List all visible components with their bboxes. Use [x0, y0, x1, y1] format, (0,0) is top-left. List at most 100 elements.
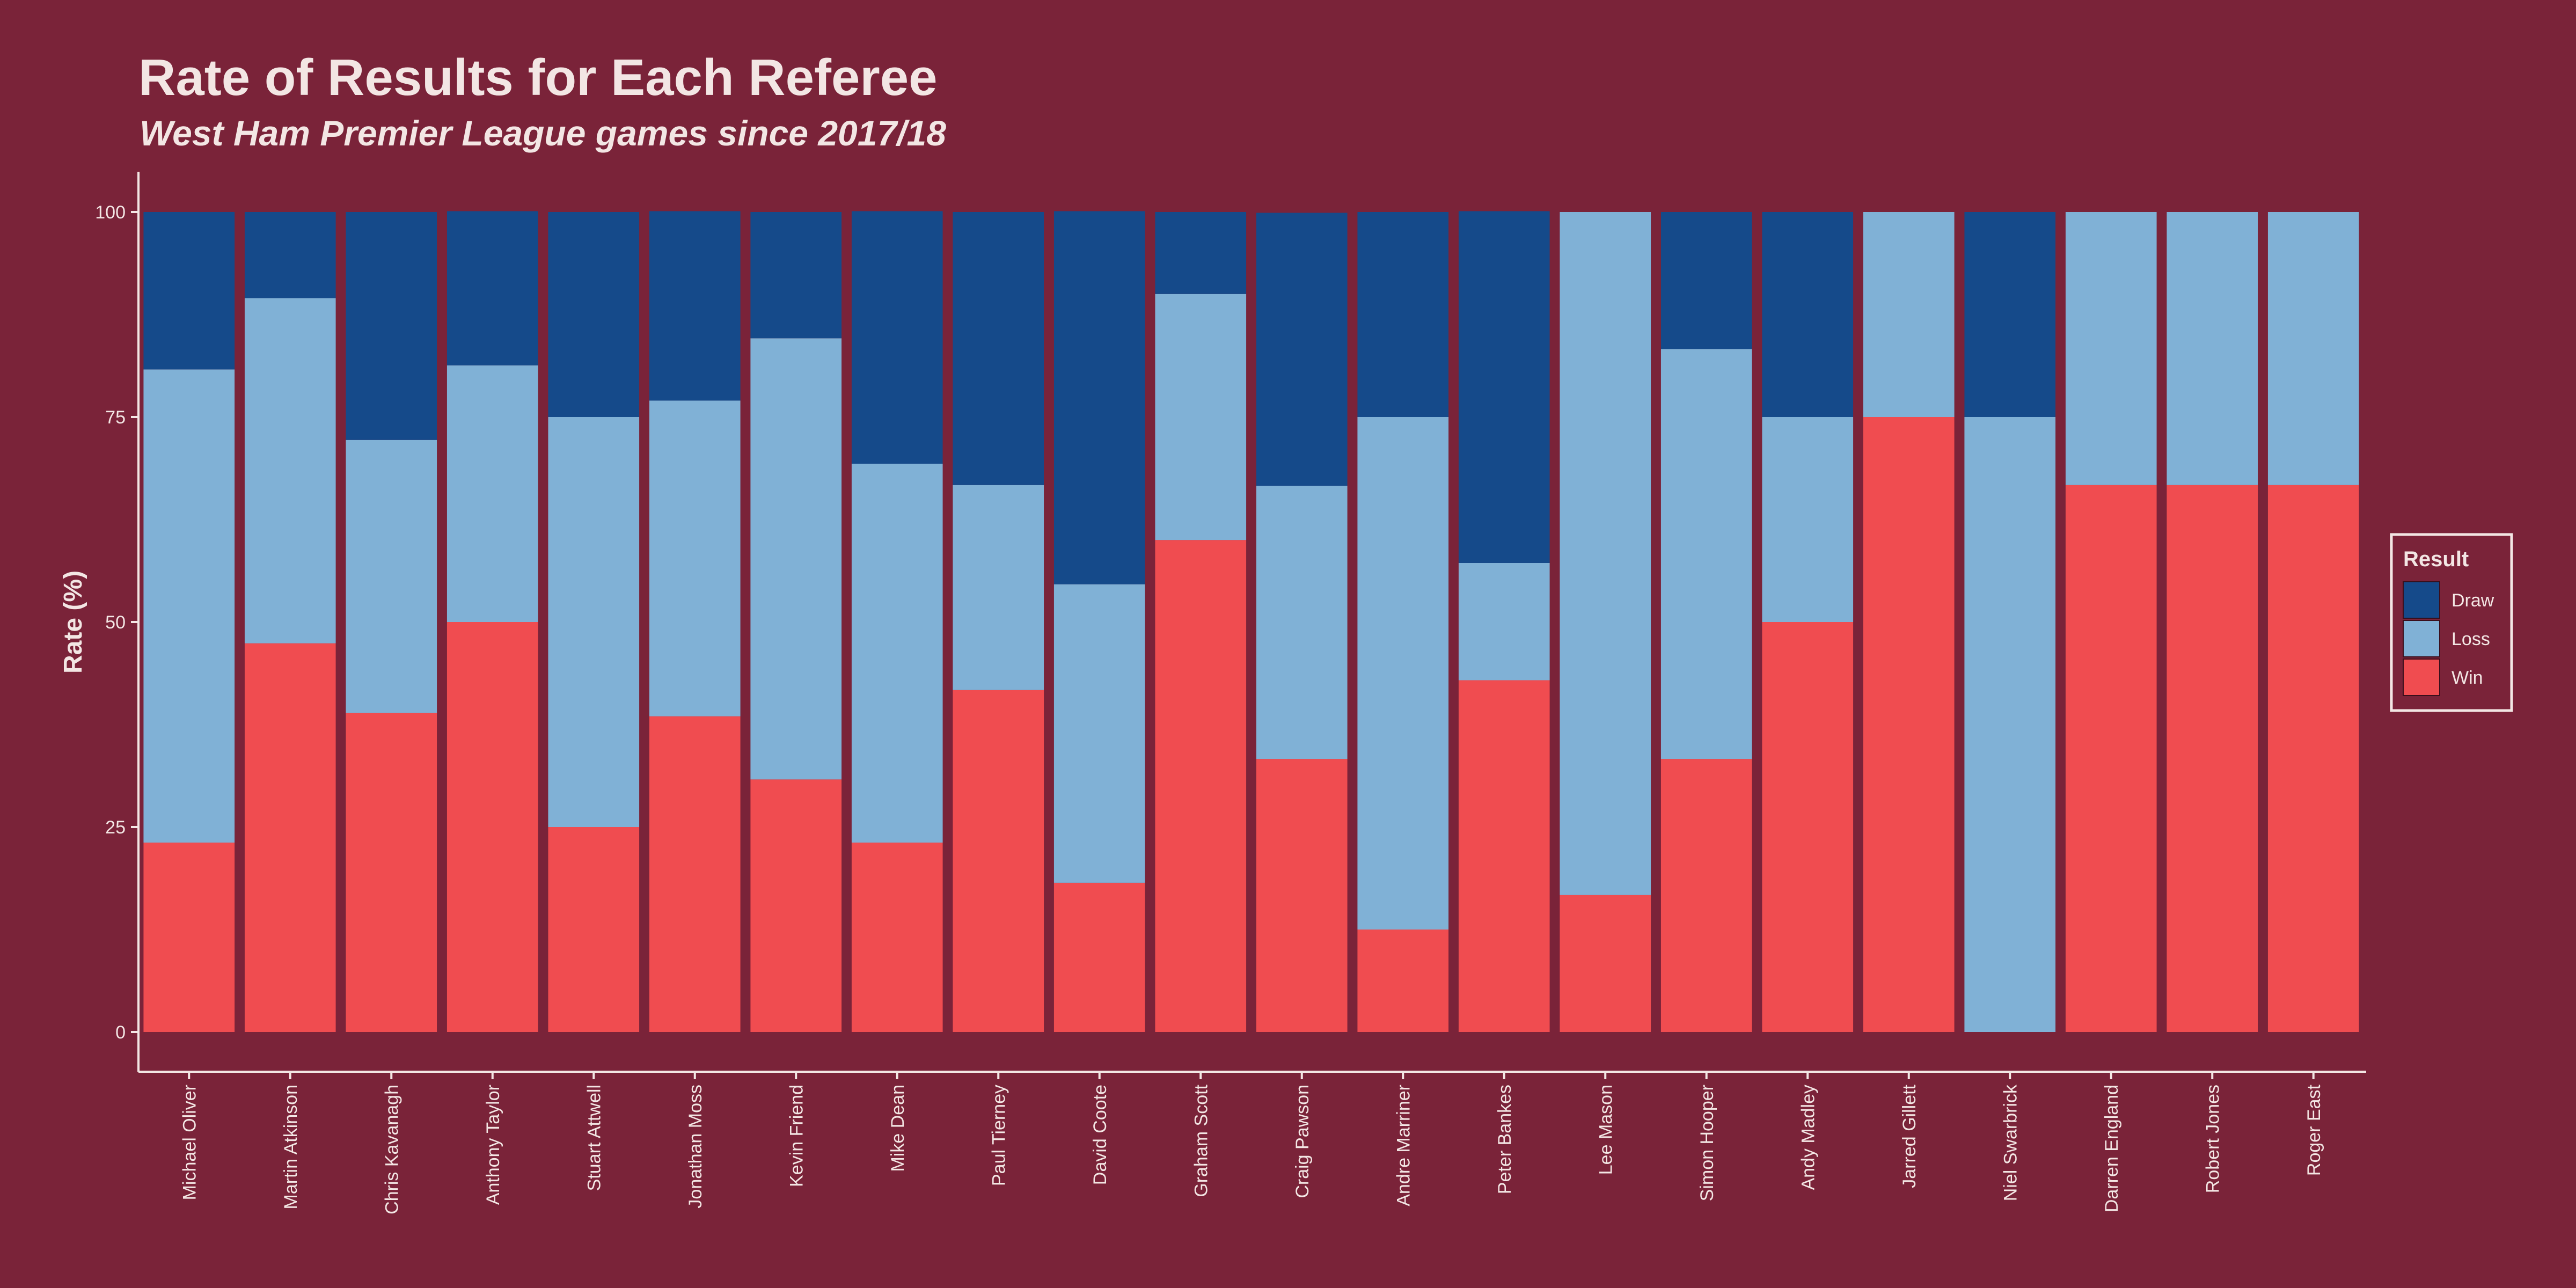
bar-segment-win [1256, 759, 1348, 1032]
bar-segment-win [1863, 417, 1955, 1032]
x-tick-label: Jonathan Moss [685, 1085, 706, 1209]
legend-title: Result [2403, 547, 2469, 571]
x-tick-label: Niel Swarbrick [2000, 1084, 2021, 1201]
x-tick-label: Darren England [2102, 1085, 2122, 1212]
x-tick-label: Peter Bankes [1495, 1085, 1515, 1194]
y-tick-label: 25 [105, 817, 126, 838]
bar-segment-loss [346, 440, 437, 713]
x-tick-label: Robert Jones [2202, 1085, 2223, 1193]
bar-segment-loss [1256, 486, 1348, 759]
y-tick-label: 0 [115, 1022, 126, 1043]
x-tick-label: Martin Atkinson [281, 1085, 301, 1209]
legend-swatch-win [2403, 658, 2440, 696]
bar-segment-win [1053, 882, 1145, 1032]
bar-segment-loss [649, 400, 741, 716]
chart-subtitle: West Ham Premier League games since 2017… [140, 113, 946, 153]
bar-segment-win [1762, 622, 1854, 1032]
x-tick-label: Andy Madley [1798, 1085, 1818, 1190]
x-tick-label: Michael Oliver [179, 1085, 200, 1200]
bar-segment-win [750, 779, 842, 1032]
bar-segment-draw [1357, 212, 1449, 417]
y-tick-label: 100 [95, 202, 126, 223]
bar-segment-draw [1660, 212, 1752, 349]
bar-segment-draw [1053, 211, 1145, 584]
bar-segment-draw [1256, 213, 1348, 486]
bar-segment-win [346, 713, 437, 1032]
bar-segment-loss [1863, 212, 1955, 417]
bar-segment-draw [1964, 212, 2056, 417]
bar-segment-loss [1660, 349, 1752, 759]
bar-segment-loss [1155, 294, 1247, 540]
bar-segment-loss [2167, 212, 2258, 485]
bar-segment-loss [1053, 584, 1145, 883]
bar-segment-loss [143, 369, 235, 843]
bar-segment-draw [1458, 211, 1550, 563]
x-tick-label: Chris Kavanagh [382, 1085, 402, 1214]
bar-segment-draw [649, 211, 741, 401]
bar-segment-win [649, 716, 741, 1032]
bar-segment-draw [1155, 212, 1247, 294]
y-tick-label: 75 [105, 407, 126, 428]
bar-segment-draw [851, 211, 943, 464]
bar-segment-draw [447, 211, 538, 365]
bar-segment-loss [548, 417, 640, 827]
bar-segment-loss [244, 298, 336, 643]
bar-segment-draw [548, 212, 640, 417]
bar-segment-loss [2267, 212, 2359, 485]
bar-segment-draw [143, 212, 235, 370]
x-tick-label: Kevin Friend [786, 1085, 807, 1187]
bar-segment-loss [1964, 417, 2056, 1032]
x-tick-label: Jarred Gillett [1899, 1084, 1920, 1188]
bar-segment-loss [1560, 212, 1651, 895]
bar-segment-win [1155, 540, 1247, 1032]
bar-segment-win [143, 843, 235, 1032]
bar-segment-draw [750, 212, 842, 339]
x-tick-label: Mike Dean [888, 1085, 908, 1172]
bar-segment-loss [1357, 417, 1449, 930]
bar-segment-win [1458, 680, 1550, 1032]
bar-segment-win [953, 690, 1044, 1032]
bar-segment-draw [244, 212, 336, 298]
bar-segment-win [1660, 759, 1752, 1032]
bar-segment-loss [1458, 562, 1550, 680]
bar-segment-loss [447, 365, 538, 622]
bar-segment-win [2267, 485, 2359, 1032]
bar-segment-win [2065, 485, 2157, 1032]
x-tick-label: Andre Marriner [1393, 1085, 1414, 1206]
bar-segment-loss [851, 464, 943, 843]
bar-segment-win [447, 622, 538, 1032]
bar-segment-win [548, 827, 640, 1032]
legend-label-draw: Draw [2451, 590, 2494, 611]
bar-segment-win [851, 843, 943, 1032]
legend-swatch-draw [2403, 581, 2440, 619]
bar-segment-draw [346, 212, 437, 440]
x-tick-label: Graham Scott [1191, 1084, 1211, 1197]
x-tick-label: Lee Mason [1596, 1085, 1616, 1175]
x-tick-label: David Coote [1090, 1085, 1110, 1185]
bar-segment-loss [750, 338, 842, 780]
legend-box [2390, 533, 2513, 712]
y-axis-title: Rate (%) [59, 570, 87, 674]
legend-swatch-loss [2403, 620, 2440, 657]
bar-segment-win [244, 643, 336, 1032]
legend-label-win: Win [2451, 668, 2483, 688]
bar-segment-draw [1762, 212, 1854, 417]
x-tick-label: Anthony Taylor [483, 1085, 503, 1205]
bar-segment-loss [1762, 417, 1854, 622]
x-tick-label: Craig Pawson [1292, 1085, 1313, 1198]
chart-title: Rate of Results for Each Referee [138, 49, 938, 106]
x-tick-label: Stuart Attwell [584, 1085, 604, 1191]
bar-segment-loss [2065, 212, 2157, 485]
bar-segment-win [2167, 485, 2258, 1032]
x-tick-label: Roger East [2304, 1084, 2324, 1176]
bar-segment-win [1560, 895, 1651, 1032]
bar-segment-loss [953, 485, 1044, 690]
legend-label-loss: Loss [2451, 629, 2490, 649]
y-tick-label: 50 [105, 612, 126, 633]
bar-segment-draw [953, 212, 1044, 485]
x-tick-label: Simon Hooper [1697, 1085, 1717, 1201]
x-tick-label: Paul Tierney [989, 1085, 1009, 1186]
bar-segment-win [1357, 930, 1449, 1032]
